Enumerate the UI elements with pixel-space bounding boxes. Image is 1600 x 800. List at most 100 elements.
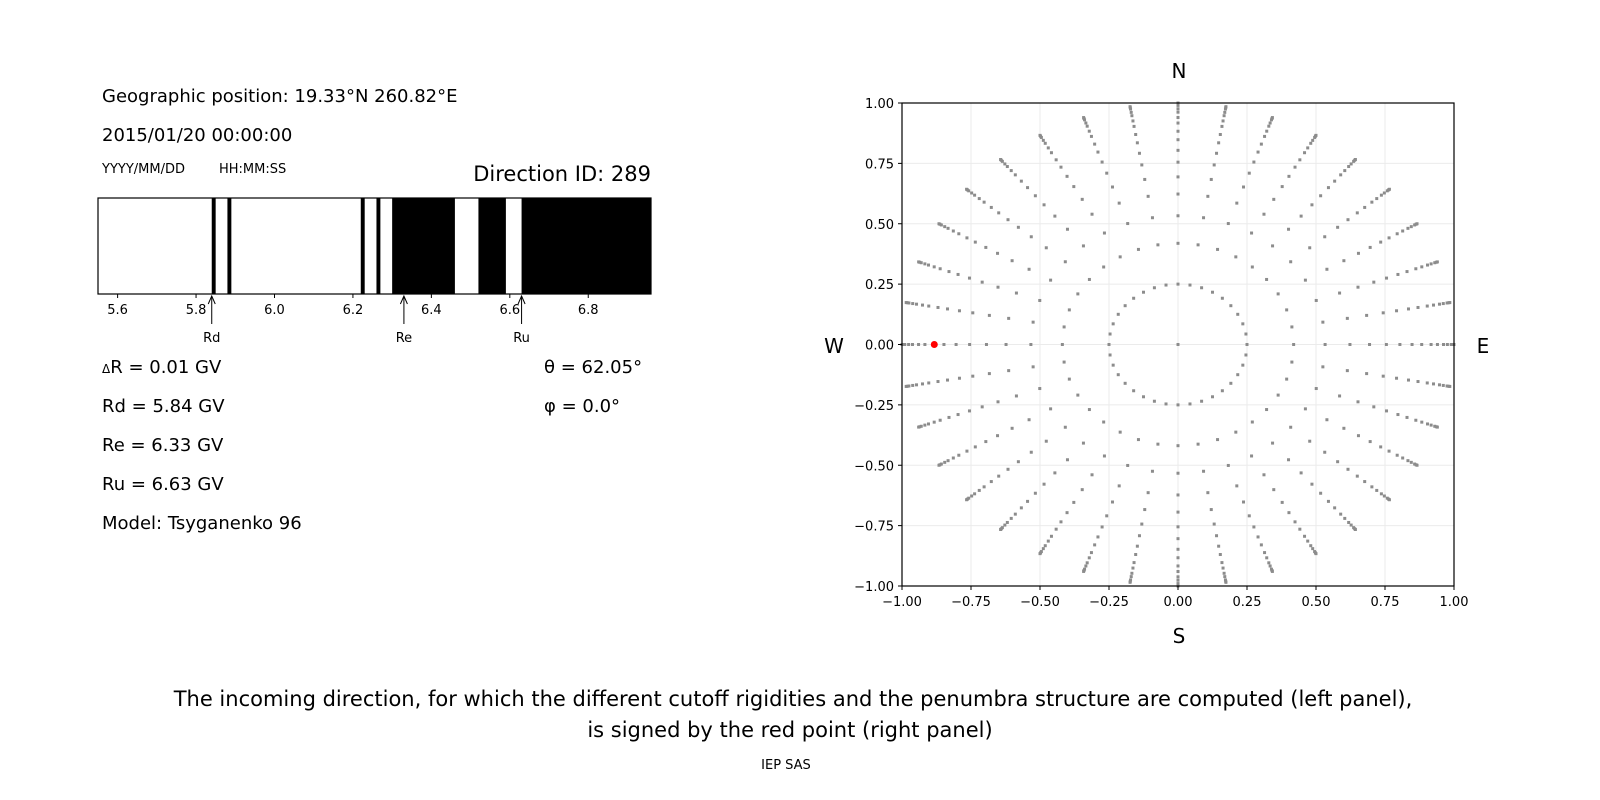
grid-point bbox=[1128, 580, 1132, 584]
grid-point bbox=[1368, 245, 1372, 249]
grid-point bbox=[1100, 525, 1104, 529]
grid-point bbox=[1448, 301, 1452, 305]
grid-point bbox=[1076, 393, 1080, 397]
grid-point bbox=[1010, 426, 1014, 430]
grid-point bbox=[1375, 488, 1379, 492]
grid-point bbox=[1348, 343, 1352, 346]
forbidden-band bbox=[211, 198, 216, 294]
grid-point bbox=[1067, 308, 1071, 312]
grid-point bbox=[1379, 492, 1383, 496]
grid-point bbox=[1346, 467, 1350, 471]
grid-point bbox=[1143, 508, 1147, 512]
grid-point bbox=[1176, 471, 1180, 475]
arrow-head-icon bbox=[517, 294, 526, 305]
grid-point bbox=[1176, 343, 1180, 346]
grid-point bbox=[1026, 186, 1030, 190]
grid-point bbox=[1262, 212, 1266, 216]
grid-point bbox=[1314, 552, 1318, 556]
grid-point bbox=[1031, 365, 1035, 369]
grid-point bbox=[1059, 520, 1063, 524]
grid-point bbox=[927, 304, 931, 308]
delta-r-value: R = 0.01 GV bbox=[110, 357, 222, 378]
grid-point bbox=[1221, 119, 1225, 123]
grid-point bbox=[932, 265, 936, 269]
grid-point bbox=[1137, 534, 1141, 538]
grid-point bbox=[1306, 539, 1310, 543]
grid-point bbox=[1176, 121, 1180, 125]
grid-point bbox=[1224, 580, 1228, 584]
grid-point bbox=[1044, 439, 1048, 443]
grid-point bbox=[1009, 169, 1013, 173]
grid-point bbox=[1080, 488, 1084, 492]
grid-point bbox=[1044, 246, 1048, 250]
grid-point bbox=[1287, 174, 1291, 178]
grid-point bbox=[1105, 171, 1109, 175]
grid-point bbox=[1309, 141, 1313, 145]
grid-point bbox=[957, 232, 961, 236]
grid-point bbox=[1396, 272, 1400, 276]
grid-point bbox=[1241, 363, 1245, 367]
grid-point bbox=[917, 260, 921, 264]
grid-point bbox=[997, 211, 1001, 215]
grid-point bbox=[1003, 523, 1007, 527]
grid-point bbox=[1150, 469, 1154, 473]
grid-point bbox=[1385, 276, 1389, 280]
grid-point bbox=[1164, 402, 1168, 406]
y-tick-label: 1.00 bbox=[865, 97, 894, 112]
geo-position: Geographic position: 19.33°N 260.82°E bbox=[102, 86, 458, 107]
y-tick-label: −0.25 bbox=[854, 399, 894, 414]
grid-point bbox=[1287, 458, 1291, 462]
grid-point bbox=[1314, 298, 1318, 302]
grid-point bbox=[1398, 343, 1402, 346]
grid-point bbox=[1226, 222, 1230, 226]
grid-point bbox=[1333, 179, 1337, 183]
grid-point bbox=[1110, 500, 1114, 504]
ru-value: Ru = 6.63 GV bbox=[102, 474, 224, 495]
grid-point bbox=[1445, 301, 1449, 305]
grid-point bbox=[1435, 260, 1439, 264]
grid-point bbox=[1049, 151, 1053, 155]
grid-point bbox=[1065, 511, 1069, 515]
grid-point bbox=[956, 272, 960, 276]
east-label: E bbox=[1477, 334, 1490, 358]
grid-point bbox=[1089, 551, 1093, 555]
y-tick-label: 0.25 bbox=[865, 278, 894, 293]
grid-point bbox=[1387, 498, 1391, 502]
grid-point bbox=[1265, 408, 1269, 412]
grid-point bbox=[1176, 138, 1180, 142]
phi-value: φ = 0.0° bbox=[544, 396, 620, 417]
grid-point bbox=[984, 245, 988, 249]
grid-point bbox=[977, 488, 981, 492]
grid-point bbox=[1365, 313, 1369, 317]
grid-point bbox=[987, 313, 991, 317]
grid-point bbox=[1117, 201, 1121, 205]
grid-point bbox=[1336, 460, 1340, 464]
grid-point bbox=[1234, 255, 1238, 259]
grid-point bbox=[1268, 121, 1272, 125]
grid-point bbox=[1293, 520, 1297, 524]
grid-point bbox=[1355, 474, 1359, 478]
grid-point bbox=[951, 229, 955, 233]
grid-point bbox=[1215, 151, 1219, 155]
grid-point bbox=[1342, 426, 1346, 430]
grid-point bbox=[1425, 422, 1429, 426]
grid-point bbox=[919, 424, 923, 428]
grid-point bbox=[1006, 467, 1010, 471]
grid-point bbox=[1343, 169, 1347, 173]
grid-point bbox=[910, 343, 914, 346]
grid-point bbox=[1363, 480, 1367, 484]
grid-point bbox=[1049, 534, 1053, 538]
grid-point bbox=[1356, 400, 1360, 404]
grid-point bbox=[1042, 203, 1046, 207]
grid-point bbox=[1038, 133, 1042, 137]
grid-point bbox=[1336, 225, 1340, 229]
grid-point bbox=[1130, 571, 1134, 575]
grid-point bbox=[1333, 506, 1337, 510]
grid-point bbox=[1200, 399, 1204, 403]
grid-point bbox=[1303, 407, 1307, 411]
grid-point bbox=[1406, 459, 1410, 463]
grid-point bbox=[1027, 418, 1031, 422]
grid-point bbox=[903, 343, 907, 346]
grid-point bbox=[1222, 114, 1226, 118]
